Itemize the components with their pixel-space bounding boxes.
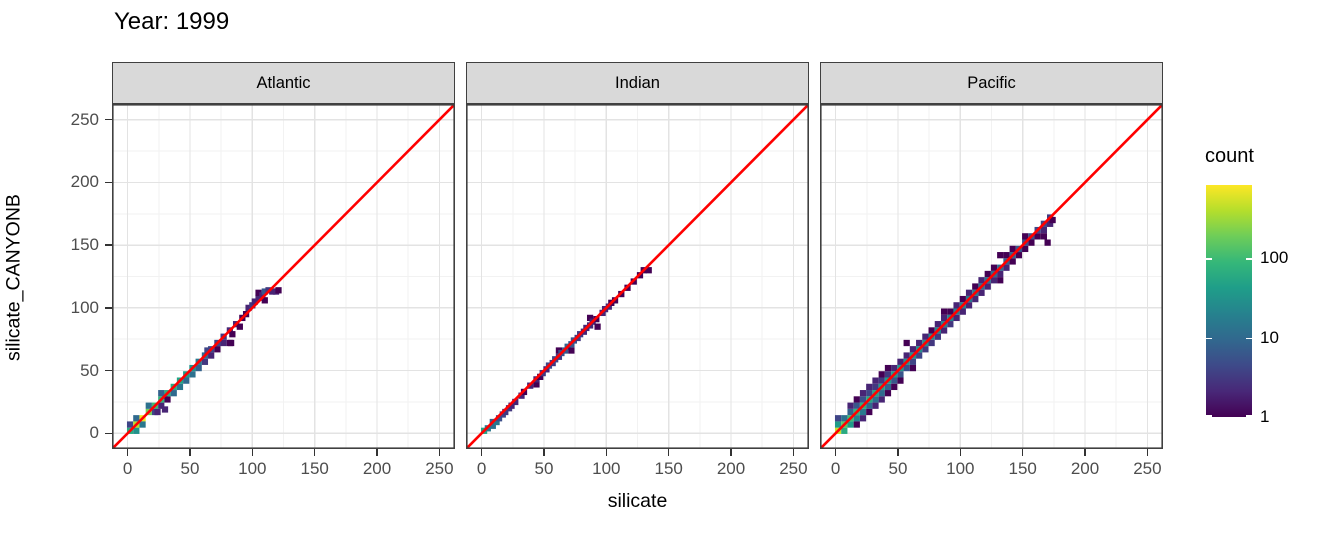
x-tick-mark [605,449,607,456]
legend-tick-mark [1246,415,1252,417]
x-tick-mark [314,449,316,456]
panel-border [820,104,1163,449]
facet-strip-indian: Indian [466,62,809,104]
y-tick-label: 150 [70,235,99,255]
identity-line [466,104,809,449]
y-tick-mark [105,244,112,246]
x-tick-mark [1022,449,1024,456]
y-tick-mark [105,181,112,184]
y-tick-label: 50 [80,360,99,380]
x-tick-label: 0 [476,459,487,478]
facet-strip-label: Atlantic [256,73,311,92]
facet-strip-atlantic: Atlantic [112,62,455,104]
legend-tick-mark [1246,258,1252,260]
panel-indian [466,104,809,449]
legend-tick-mark [1206,415,1212,417]
x-tick-label: 50 [534,459,554,478]
x-tick-label: 100 [238,459,267,478]
x-tick-mark [834,449,837,456]
gridlines-minor [466,104,809,449]
x-tick-mark [792,449,795,456]
identity-line [820,104,1163,449]
facet-strip-pacific: Pacific [820,62,1163,104]
gridlines-major [466,104,809,449]
y-tick-label: 100 [70,297,99,317]
gridlines-major [820,104,1163,449]
x-tick-label: 250 [1133,459,1162,478]
y-tick-mark [105,432,112,434]
y-tick-mark [105,369,112,372]
y-tick-label: 200 [70,172,99,192]
legend-title: count [1205,145,1254,167]
x-tick-label: 0 [122,459,133,478]
facet-strip-label: Indian [615,73,660,92]
x-tick-mark [543,449,545,456]
panel-pacific [820,104,1163,449]
x-tick-label: 100 [592,459,621,478]
x-tick-mark [1146,449,1149,456]
x-tick-mark [897,449,899,456]
x-tick-label: 50 [180,459,200,478]
x-tick-mark [126,449,129,456]
y-tick-mark [105,307,112,309]
x-tick-label: 200 [716,459,746,478]
y-axis-title: silicate_CANYONB [2,194,25,361]
legend-tick-mark [1246,337,1252,340]
x-tick-label: 150 [300,459,329,478]
x-tick-label: 150 [654,459,683,478]
legend-tick-mark [1206,258,1212,260]
y-tick-mark [105,119,112,121]
plot-title: Year: 1999 [114,8,230,35]
x-tick-label: 150 [1008,459,1037,478]
x-tick-mark [189,449,191,456]
x-tick-label: 250 [779,459,808,478]
x-tick-label: 100 [946,459,975,478]
legend-count: count 100 10 1 [1196,145,1344,435]
x-tick-mark [959,449,961,456]
x-tick-mark [730,449,732,456]
x-tick-mark [251,449,253,456]
legend-tick-label: 100 [1260,248,1289,267]
legend-tick-label: 10 [1260,327,1279,347]
gridlines-major [112,104,455,449]
panel-atlantic [112,104,455,449]
x-tick-mark [1084,449,1086,456]
legend-tick-label: 1 [1260,407,1270,426]
x-tick-label: 200 [362,459,392,478]
legend-colorbar [1206,185,1252,417]
legend-tick-mark [1206,337,1212,340]
facet-strip-label: Pacific [967,73,1016,92]
x-axis-title: silicate [607,490,668,512]
x-tick-label: 0 [830,459,841,478]
identity-line [112,104,455,449]
x-tick-label: 200 [1070,459,1100,478]
panel-border [112,104,455,449]
x-tick-mark [376,449,378,456]
x-tick-label: 50 [888,459,908,478]
y-tick-label: 0 [89,423,99,443]
x-tick-mark [438,449,441,456]
panel-border [466,104,809,449]
x-tick-label: 250 [425,459,454,478]
y-tick-label: 250 [70,109,99,129]
x-tick-mark [668,449,670,456]
x-tick-mark [480,449,483,456]
